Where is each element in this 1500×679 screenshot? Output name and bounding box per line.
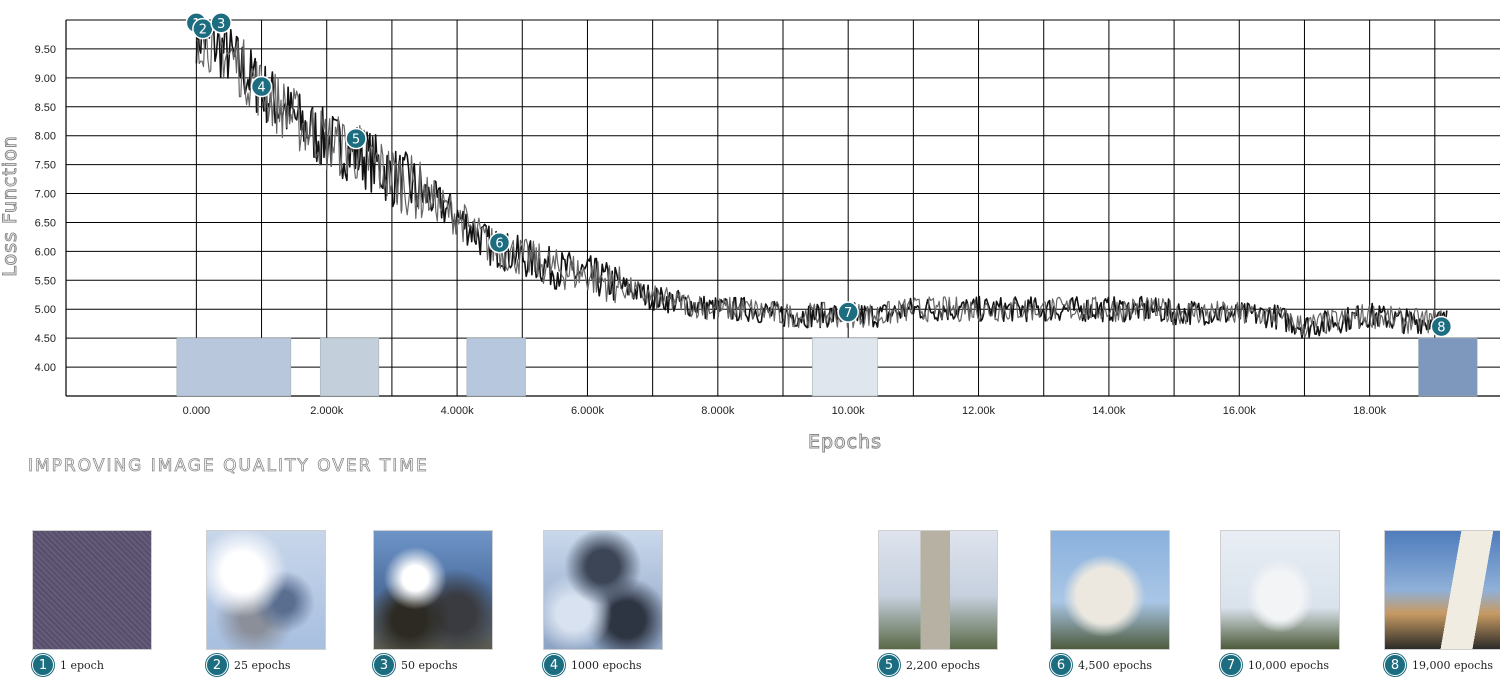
epoch-caption-text: 4,500 epochs (1078, 658, 1153, 672)
epoch-markers: 12345678 (185, 12, 1453, 338)
epoch-badge: 4 (543, 654, 565, 676)
epoch-marker (1430, 315, 1453, 338)
epoch-marker (488, 231, 511, 254)
epoch-badge: 1 (32, 654, 54, 676)
x-tick-label: 4.000k (441, 405, 475, 417)
x-tick-label: 8.000k (701, 405, 735, 417)
x-tick-label: 16.00k (1223, 405, 1257, 417)
x-tick-label: 2.000k (310, 405, 344, 417)
epoch-badge: 8 (1384, 654, 1406, 676)
y-tick-label: 9.00 (35, 73, 56, 85)
thumbnail-caption: 5 2,200 epochs (878, 654, 980, 676)
thumbnail-caption: 1 1 epoch (32, 654, 104, 676)
epoch-badge: 5 (878, 654, 900, 676)
x-tick-labels: 0.000 2.000k 4.000k 6.000k 8.000k 10.00k 12.00… (183, 405, 1387, 417)
epoch-thumbnail (543, 530, 663, 650)
x-tick-label: 10.00k (832, 405, 866, 417)
y-tick-label: 5.50 (35, 275, 56, 287)
x-tick-label: 0.000 (183, 405, 211, 417)
x-tick-label: 12.00k (962, 405, 996, 417)
thumbnail-caption: 2 25 epochs (206, 654, 291, 676)
y-axis-label: Loss Function (0, 135, 21, 277)
epoch-marker-number: 3 (217, 17, 225, 32)
epoch-marker-number: 6 (495, 237, 503, 252)
y-tick-label: 6.50 (35, 217, 56, 229)
thumbnail-caption: 6 4,500 epochs (1050, 654, 1152, 676)
epoch-caption-text: 19,000 epochs (1412, 658, 1494, 672)
epoch-thumbnail (32, 530, 152, 650)
thumbnail-caption: 3 50 epochs (373, 654, 458, 676)
epoch-thumbnail (1384, 530, 1500, 650)
y-tick-label: 7.00 (35, 189, 56, 201)
epoch-thumbnail (373, 530, 493, 650)
epoch-marker-number: 7 (844, 306, 852, 321)
epoch-marker-number: 5 (352, 133, 360, 148)
epoch-marker-number: 8 (1437, 321, 1445, 336)
epoch-thumbnail (206, 530, 326, 650)
chart-inset-image (319, 337, 380, 397)
chart-inset-image (812, 337, 878, 397)
chart-inset-thumbnails (176, 337, 1478, 397)
x-tick-label: 18.00k (1353, 405, 1387, 417)
epoch-badge: 7 (1220, 654, 1242, 676)
section-title: IMPROVING IMAGE QUALITY OVER TIME (28, 456, 429, 477)
epoch-caption-text: 25 epochs (234, 658, 291, 672)
epoch-caption-text: 2,200 epochs (906, 658, 981, 672)
epoch-marker (250, 75, 273, 98)
y-tick-label: 7.50 (35, 160, 56, 172)
epoch-marker (210, 12, 232, 34)
chart-inset-image (176, 337, 292, 397)
y-tick-label: 6.00 (35, 246, 56, 258)
epoch-caption-text: 50 epochs (401, 658, 458, 672)
epoch-marker (837, 301, 859, 323)
y-tick-label: 5.00 (35, 304, 56, 316)
loss-series (195, 19, 1448, 339)
chart-inset-image (1418, 337, 1478, 397)
y-tick-label: 9.50 (35, 44, 56, 56)
x-tick-label: 6.000k (571, 405, 605, 417)
y-tick-label: 4.50 (35, 333, 56, 345)
epoch-thumbnail (1220, 530, 1340, 650)
y-tick-label: 8.50 (35, 102, 56, 114)
epoch-marker-number: 2 (199, 23, 207, 38)
y-tick-labels: 4.00 4.50 5.00 5.50 6.00 6.50 7.00 7.50 8.00 8.50… (35, 44, 56, 374)
thumbnail-caption: 7 10,000 epochs (1220, 654, 1329, 676)
y-tick-label: 8.00 (35, 131, 56, 143)
loss-line (196, 20, 1448, 338)
epoch-thumbnail (878, 530, 998, 650)
y-tick-label: 4.00 (35, 362, 56, 374)
x-tick-label: 14.00k (1092, 405, 1126, 417)
x-axis-label: Epochs (808, 431, 882, 453)
epoch-caption-text: 1000 epochs (571, 658, 642, 672)
epoch-badge: 2 (206, 654, 228, 676)
loss-chart: 4.00 4.50 5.00 5.50 6.00 6.50 7.00 7.50 8.00 8.50… (0, 12, 1500, 454)
epoch-marker (345, 127, 367, 150)
epoch-marker-number: 4 (257, 81, 265, 96)
epoch-badge: 3 (373, 654, 395, 676)
epoch-caption-text: 1 epoch (60, 658, 104, 672)
thumbnail-caption: 8 19,000 epochs (1384, 654, 1493, 676)
epoch-thumbnail (1050, 530, 1170, 650)
chart-inset-image (466, 337, 526, 397)
epoch-caption-text: 10,000 epochs (1248, 658, 1330, 672)
thumbnail-caption: 4 1000 epochs (543, 654, 642, 676)
epoch-badge: 6 (1050, 654, 1072, 676)
